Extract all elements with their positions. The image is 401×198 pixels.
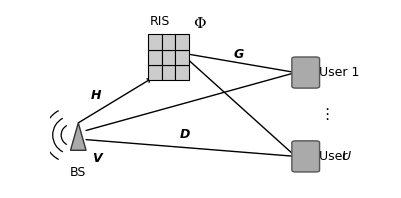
Text: BS: BS bbox=[70, 166, 86, 179]
Text: G: G bbox=[233, 48, 244, 61]
FancyBboxPatch shape bbox=[291, 57, 319, 88]
Bar bbox=[175, 65, 188, 80]
Polygon shape bbox=[70, 123, 86, 150]
Text: D: D bbox=[179, 128, 189, 141]
Bar bbox=[175, 50, 188, 65]
FancyBboxPatch shape bbox=[291, 141, 319, 172]
Bar bbox=[175, 34, 188, 50]
Text: RIS: RIS bbox=[150, 15, 170, 28]
Text: User: User bbox=[318, 150, 350, 163]
Text: User 1: User 1 bbox=[318, 66, 358, 79]
Bar bbox=[162, 65, 175, 80]
Bar bbox=[162, 34, 175, 50]
Text: ⋮: ⋮ bbox=[318, 107, 334, 122]
Bar bbox=[148, 65, 162, 80]
Text: U: U bbox=[340, 150, 350, 163]
Bar bbox=[162, 50, 175, 65]
Bar bbox=[148, 34, 162, 50]
Bar bbox=[148, 50, 162, 65]
Text: Φ: Φ bbox=[193, 17, 206, 31]
Text: H: H bbox=[91, 89, 101, 102]
Text: V: V bbox=[92, 152, 102, 165]
